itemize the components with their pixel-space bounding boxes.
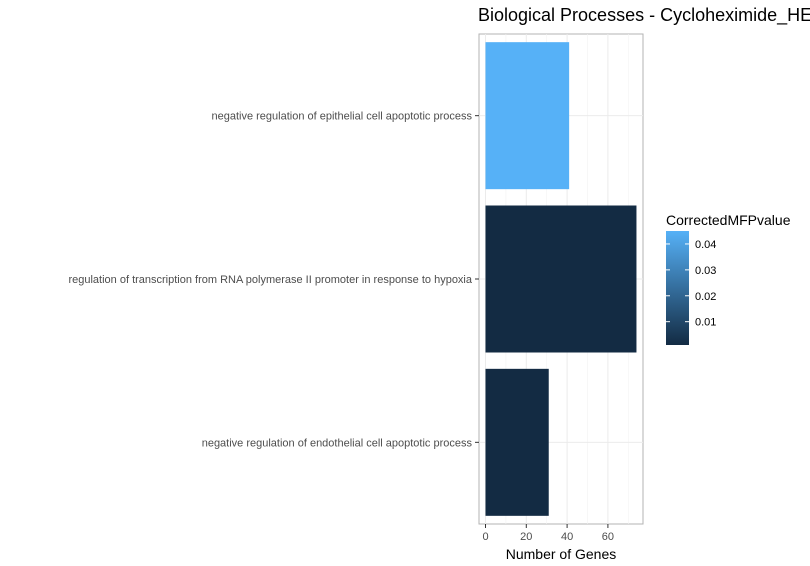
x-axis-tick-label: 0 <box>482 531 488 543</box>
bars <box>485 42 637 516</box>
chart-title: Biological Processes - Cycloheximide_HE <box>478 5 810 26</box>
x-axis-title: Number of Genes <box>506 546 617 562</box>
legend-colorbar <box>666 231 689 345</box>
category-label: negative regulation of endothelial cell … <box>202 437 473 449</box>
legend-ticks: 0.04 0.03 0.02 0.01 <box>666 239 716 329</box>
x-axis-tick-label: 20 <box>520 531 532 543</box>
legend-tick-label: 0.04 <box>695 239 716 251</box>
bar <box>485 42 570 190</box>
x-axis-ticks: 0 20 40 60 <box>482 524 614 543</box>
category-label: negative regulation of epithelial cell a… <box>212 111 473 123</box>
y-axis-category-labels: negative regulation of epithelial cell a… <box>68 111 479 449</box>
legend-tick-label: 0.03 <box>695 265 716 277</box>
legend-tick-label: 0.02 <box>695 291 716 303</box>
bar <box>485 205 637 353</box>
x-axis-tick-label: 40 <box>561 531 573 543</box>
legend-tick-label: 0.01 <box>695 317 716 329</box>
x-axis-tick-label: 60 <box>602 531 614 543</box>
bar <box>485 368 549 516</box>
legend-title: CorrectedMFPvalue <box>666 212 791 228</box>
category-label: regulation of transcription from RNA pol… <box>68 274 472 286</box>
